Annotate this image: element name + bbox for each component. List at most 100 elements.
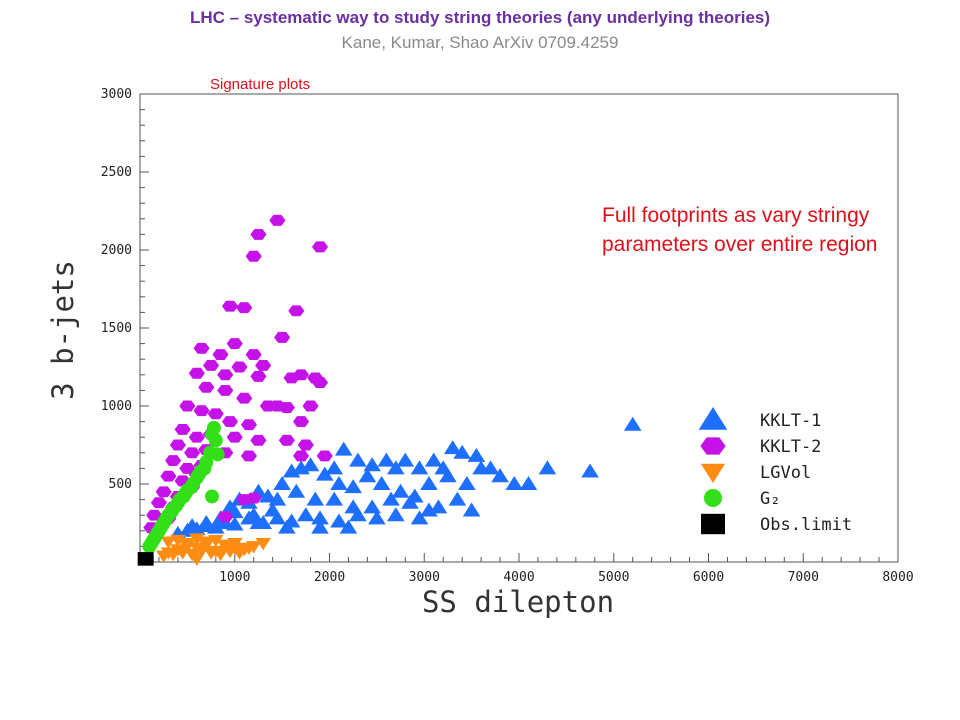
point-kklt-2 xyxy=(217,511,234,523)
y-tick-label: 2500 xyxy=(101,165,132,180)
point-kklt-2 xyxy=(255,359,272,371)
legend-marker xyxy=(700,437,726,455)
point-kklt-1 xyxy=(325,460,344,475)
point-lgvol xyxy=(160,536,177,549)
point-kklt-2 xyxy=(221,416,239,428)
x-tick-label: 2000 xyxy=(314,570,345,585)
main-title: LHC – systematic way to study string the… xyxy=(189,8,771,27)
point-kklt-1 xyxy=(420,476,438,490)
point-kklt-2 xyxy=(250,434,267,446)
point-g xyxy=(210,447,225,462)
point-kklt-2 xyxy=(160,470,177,482)
axis-ticks: 1000 2000 3000 4000 5000 6000 7000 8000 500 1000 1… xyxy=(101,87,914,585)
point-kklt-2 xyxy=(311,241,329,253)
point-lgvol xyxy=(198,536,215,549)
point-kklt-1 xyxy=(363,457,381,472)
point-kklt-1 xyxy=(410,510,429,525)
point-kklt-1 xyxy=(424,452,443,467)
point-kklt-1 xyxy=(439,468,457,483)
point-kklt-1 xyxy=(315,466,334,481)
x-tick-label: 7000 xyxy=(788,570,819,585)
point-kklt-1 xyxy=(287,483,306,498)
point-kklt-2 xyxy=(316,450,333,462)
point-kklt-1 xyxy=(396,452,415,467)
x-tick-label: 1000 xyxy=(219,570,250,585)
point-kklt-2 xyxy=(217,384,234,396)
point-kklt-1 xyxy=(334,441,353,456)
point-kklt-1 xyxy=(306,491,325,506)
data-points xyxy=(137,214,642,566)
point-kklt-2 xyxy=(217,369,234,381)
point-g xyxy=(208,433,223,448)
point-kklt-1 xyxy=(372,476,391,490)
annotation-text: Full footprints as vary stringy paramete… xyxy=(602,204,878,256)
point-kklt-1 xyxy=(330,476,348,490)
point-kklt-2 xyxy=(236,494,253,506)
point-kklt-2 xyxy=(169,439,186,451)
point-kklt-1 xyxy=(623,416,642,431)
y-tick-label: 3000 xyxy=(101,87,132,102)
point-kklt-2 xyxy=(302,400,319,412)
point-kklt-1 xyxy=(339,519,358,534)
point-kklt-2 xyxy=(188,367,205,379)
point-kklt-1 xyxy=(292,460,310,475)
point-kklt-2 xyxy=(174,423,191,435)
point-kklt-2 xyxy=(231,361,248,373)
point-kklt-2 xyxy=(250,370,267,382)
point-kklt-2 xyxy=(150,497,167,509)
x-tick-label: 8000 xyxy=(882,570,913,585)
point-kklt-2 xyxy=(212,349,229,360)
x-tick-label: 3000 xyxy=(409,570,440,585)
y-tick-label: 2000 xyxy=(101,243,132,258)
y-tick-label: 500 xyxy=(109,477,132,492)
point-kklt-1 xyxy=(458,476,476,490)
point-kklt-1 xyxy=(382,491,400,506)
point-kklt-2 xyxy=(240,450,258,462)
point-kklt-1 xyxy=(368,510,386,525)
point-lgvol xyxy=(255,538,271,551)
point-kklt-2 xyxy=(269,400,286,412)
point-lgvol xyxy=(227,538,243,551)
point-kklt-2 xyxy=(245,349,262,360)
legend-label: KKLT-1 xyxy=(760,411,821,431)
point-kklt-1 xyxy=(401,494,419,509)
point-kklt-1 xyxy=(311,519,329,534)
point-kklt-2 xyxy=(288,305,305,317)
legend-label: Obs.limit xyxy=(760,515,852,535)
point-kklt-1 xyxy=(297,507,315,522)
y-tick-label: 1000 xyxy=(101,399,132,414)
point-lgvol xyxy=(165,548,181,562)
legend-label: KKLT-2 xyxy=(760,437,821,457)
point-obs-limit xyxy=(137,552,154,566)
y-tick-label: 1500 xyxy=(101,321,132,336)
point-kklt-1 xyxy=(278,519,296,534)
point-kklt-2 xyxy=(293,450,310,462)
point-kklt-1 xyxy=(491,468,509,483)
legend-marker xyxy=(704,489,722,507)
point-g xyxy=(205,489,220,504)
point-kklt-1 xyxy=(387,460,405,475)
point-kklt-1 xyxy=(273,476,291,490)
x-tick-label: 5000 xyxy=(598,570,629,585)
point-lgvol xyxy=(155,550,172,563)
point-lgvol xyxy=(179,538,196,551)
point-kklt-2 xyxy=(297,439,314,451)
point-kklt-2 xyxy=(179,400,196,412)
point-lgvol xyxy=(231,547,248,560)
point-kklt-2 xyxy=(184,447,201,459)
point-kklt-1 xyxy=(268,510,287,525)
point-g xyxy=(142,539,157,554)
point-kklt-2 xyxy=(226,431,243,443)
point-kklt-1 xyxy=(443,440,462,455)
point-kklt-1 xyxy=(377,452,396,467)
x-axis-label: SS dilepton xyxy=(422,585,614,619)
point-kklt-2 xyxy=(203,359,220,371)
x-tick-label: 4000 xyxy=(503,570,534,585)
point-kklt-1 xyxy=(344,479,362,494)
point-kklt-1 xyxy=(467,447,486,462)
point-kklt-2 xyxy=(245,250,262,262)
point-kklt-1 xyxy=(349,507,367,522)
point-kklt-2 xyxy=(236,392,253,404)
point-lgvol xyxy=(208,534,224,548)
legend-label: G₂ xyxy=(760,489,780,509)
